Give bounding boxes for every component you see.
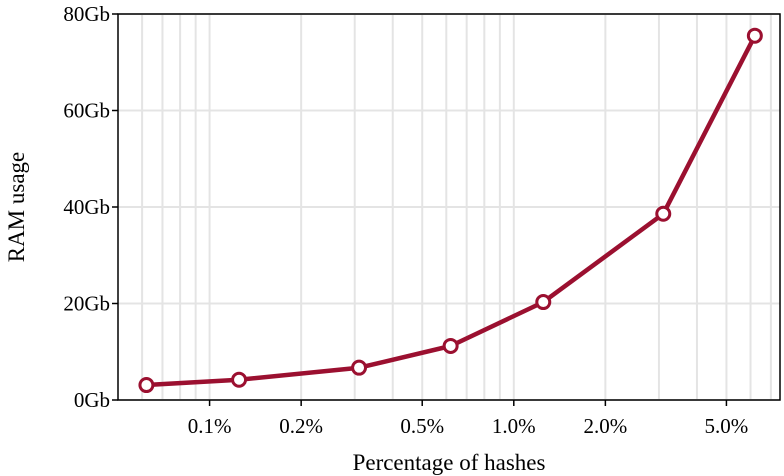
x-tick-label: 0.5% — [400, 414, 444, 438]
x-tick-label: 5.0% — [705, 414, 749, 438]
x-axis-title: Percentage of hashes — [353, 450, 546, 475]
series-layer — [138, 27, 763, 394]
data-point — [655, 205, 672, 222]
x-tick-label: 0.2% — [279, 414, 323, 438]
y-tick-label: 0Gb — [74, 388, 110, 412]
data-point — [746, 27, 763, 44]
y-tick-label: 80Gb — [63, 2, 110, 26]
data-point — [442, 337, 459, 354]
x-tick-label: 0.1% — [188, 414, 232, 438]
y-tick-label: 60Gb — [63, 99, 110, 123]
data-point — [351, 359, 368, 376]
x-axis: 0.1% 0.2% 0.5% 1.0% 2.0% 5.0% — [188, 400, 749, 438]
y-axis-title: RAM usage — [4, 152, 29, 263]
data-point — [138, 377, 155, 394]
x-tick-label: 1.0% — [492, 414, 536, 438]
y-axis: 0Gb 20Gb 40Gb 60Gb 80Gb — [63, 2, 118, 412]
y-tick-label: 40Gb — [63, 195, 110, 219]
data-point — [535, 294, 552, 311]
x-tick-label: 2.0% — [583, 414, 627, 438]
data-point — [231, 371, 248, 388]
y-tick-label: 20Gb — [63, 292, 110, 316]
